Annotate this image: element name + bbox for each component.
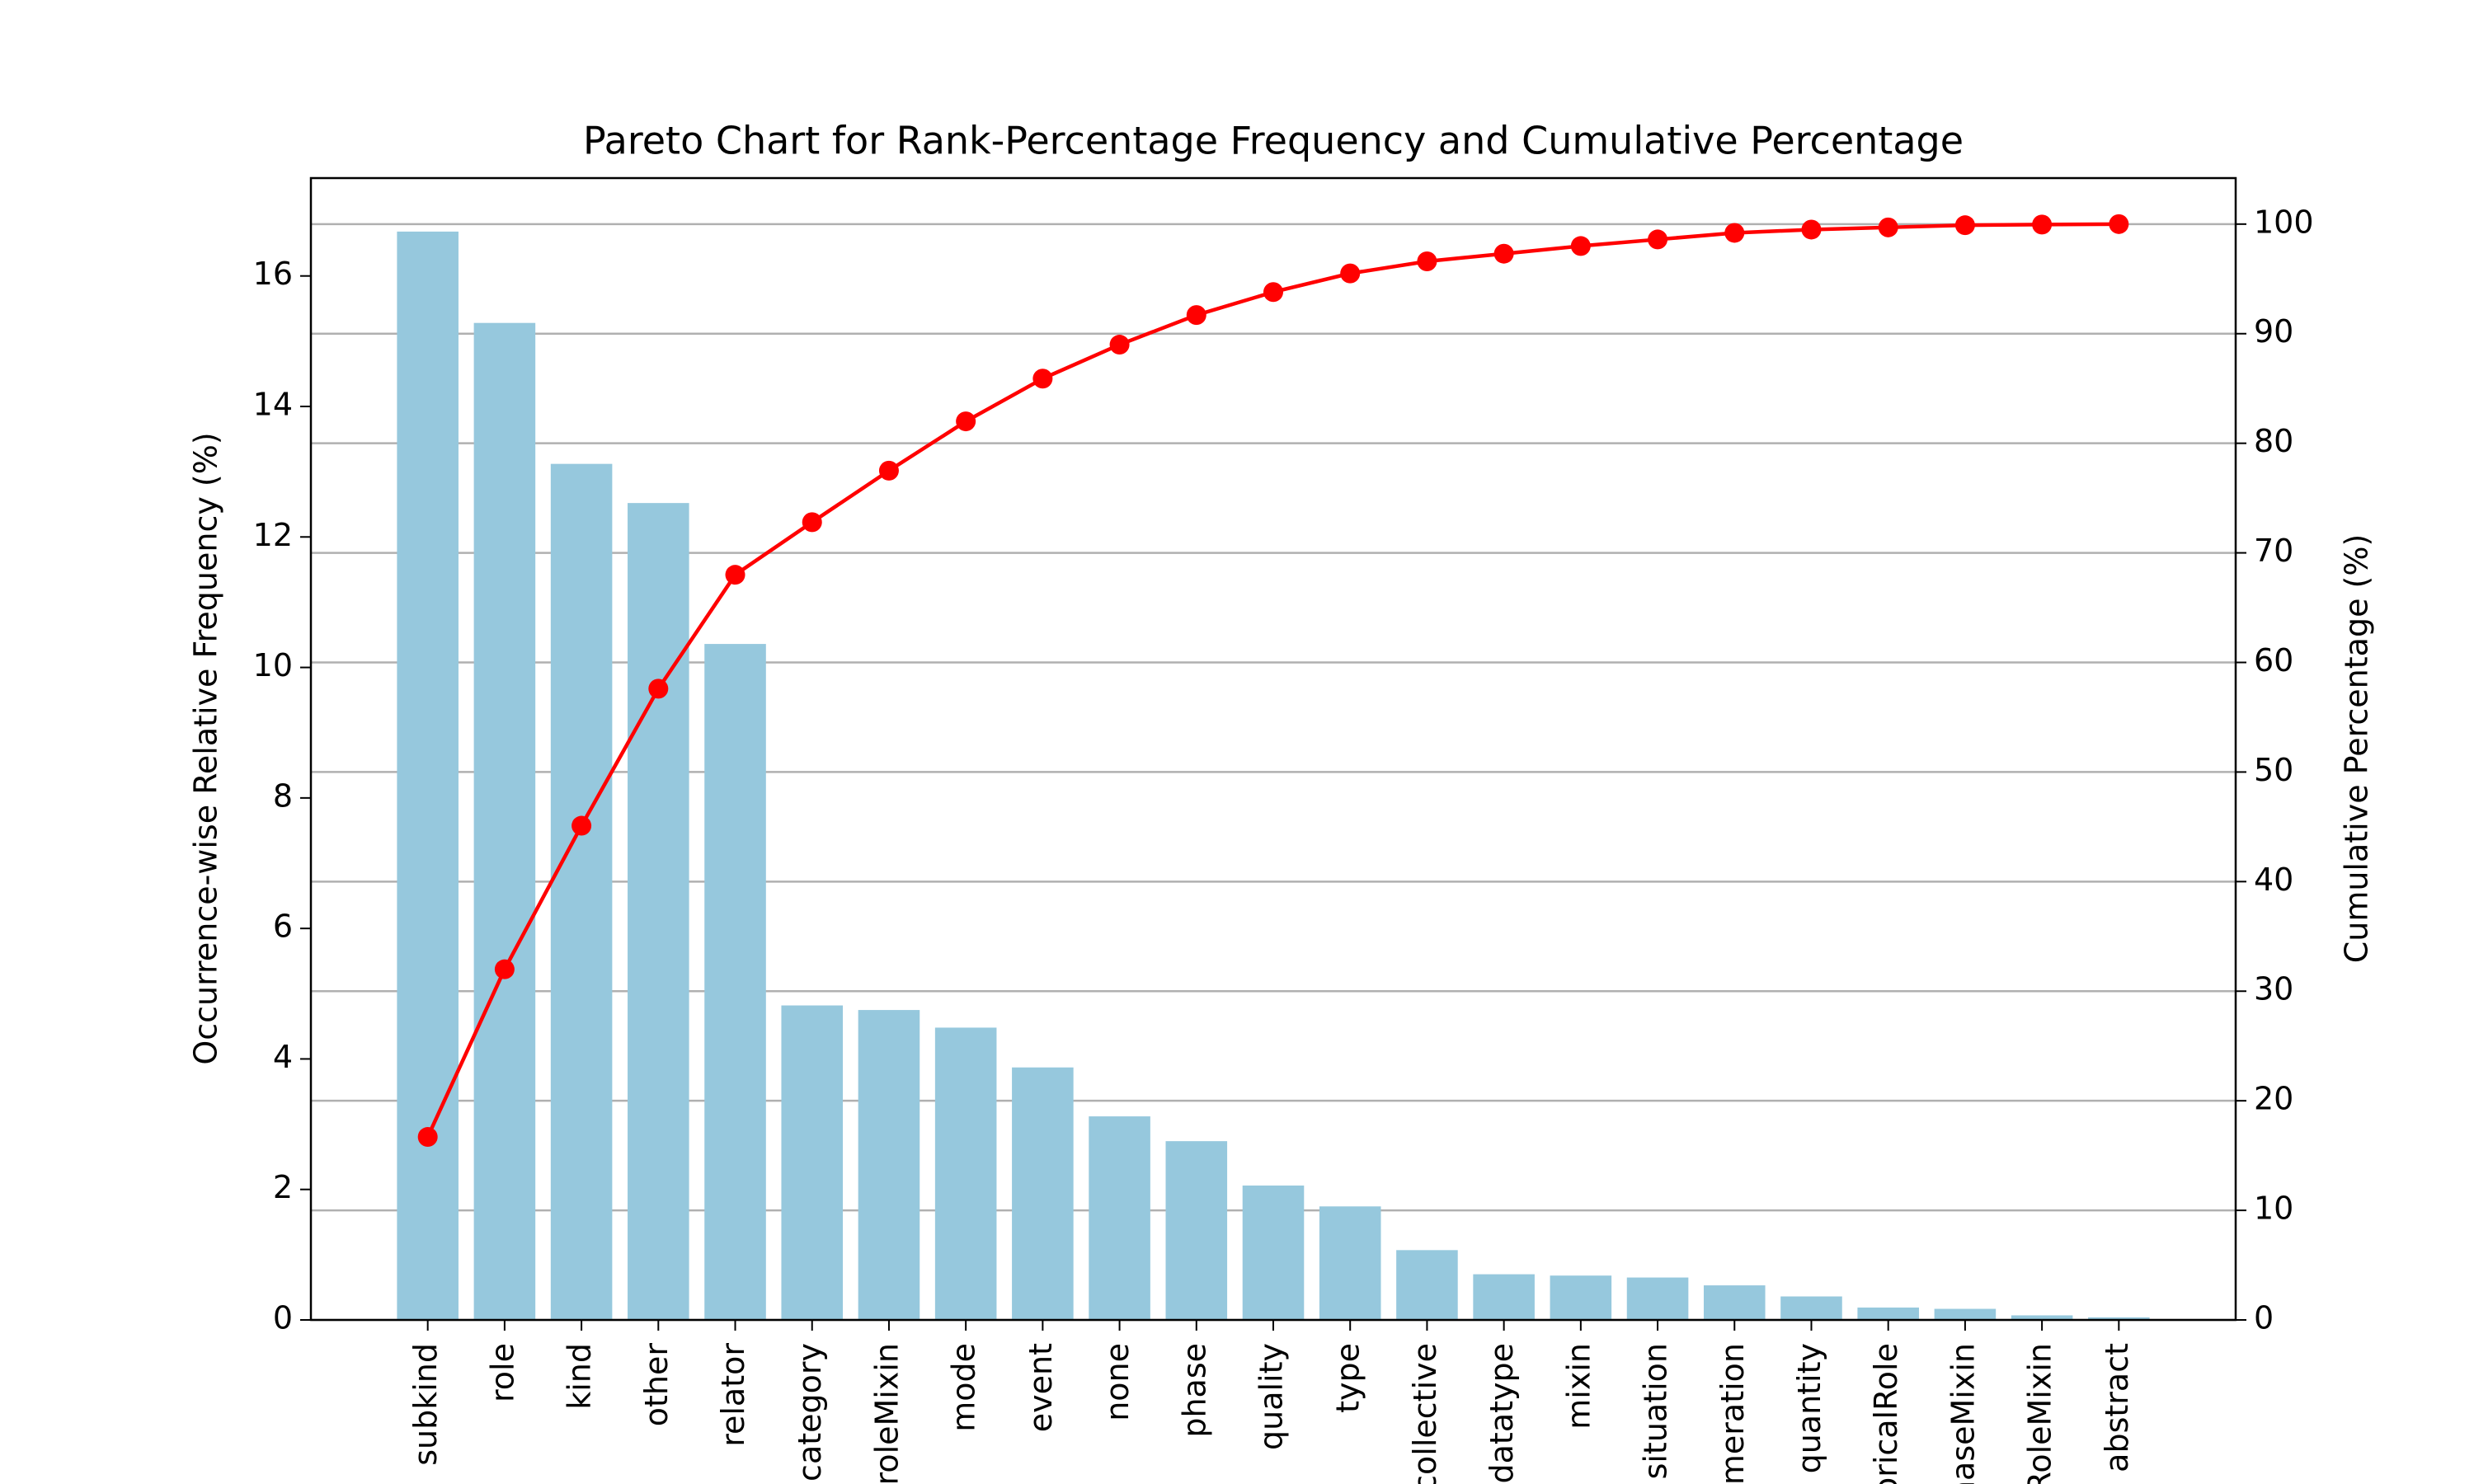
bar (934, 1027, 997, 1320)
bar (1780, 1296, 1842, 1320)
x-tick-label: relator (715, 1343, 751, 1447)
y-axis-label: Occurrence-wise Relative Frequency (%) (188, 432, 224, 1064)
x-tick-label: phaseMixin (1945, 1343, 1981, 1484)
cumulative-point (2109, 214, 2129, 234)
y2-tick-label: 20 (2254, 1081, 2293, 1117)
bar (781, 1005, 844, 1320)
x-tick-label: enumeration (1714, 1343, 1751, 1484)
x-tick-label: roleMixin (868, 1343, 905, 1484)
x-tick-label: datatype (1484, 1343, 1520, 1483)
y-tick-label: 10 (253, 647, 293, 683)
y2-tick-label: 50 (2254, 752, 2293, 788)
cumulative-point (725, 565, 745, 585)
x-tick-label: role (484, 1343, 520, 1402)
x-tick-label: kind (562, 1343, 598, 1410)
cumulative-point (1648, 229, 1668, 250)
bar (1934, 1308, 1997, 1320)
cumulative-point (1570, 236, 1591, 256)
x-tick-label: collective (1407, 1343, 1443, 1484)
bar (550, 463, 613, 1320)
x-tick-label: category (792, 1343, 828, 1482)
cumulative-point (1186, 305, 1206, 326)
bar (1626, 1277, 1689, 1320)
cumulative-point (494, 959, 515, 979)
y-tick-label: 6 (273, 909, 293, 945)
cumulative-point (1493, 243, 1514, 264)
y-tick-label: 14 (253, 387, 293, 423)
y2-tick-label: 90 (2254, 313, 2293, 350)
y2-tick-label: 10 (2254, 1190, 2293, 1227)
x-tick-label: mode (946, 1343, 982, 1432)
bar (397, 231, 459, 1320)
cumulative-point (571, 815, 592, 836)
bar (1703, 1285, 1766, 1320)
x-tick-label: historicalRoleMixin (2022, 1343, 2058, 1484)
cumulative-point (1032, 369, 1053, 389)
y2-tick-label: 100 (2254, 204, 2314, 240)
bar (2011, 1315, 2073, 1320)
y2-tick-label: 40 (2254, 862, 2293, 898)
bar (1242, 1185, 1305, 1320)
bar (704, 644, 766, 1320)
chart-title: Pareto Chart for Rank-Percentage Frequen… (583, 119, 1964, 163)
x-tick-label: phase (1176, 1343, 1212, 1438)
y-tick-label: 2 (273, 1169, 293, 1205)
bar (1012, 1067, 1074, 1320)
x-tick-label: none (1099, 1343, 1136, 1421)
cumulative-point (648, 679, 669, 699)
bar (473, 322, 536, 1320)
cumulative-point (1263, 282, 1283, 303)
x-tick-label: situation (1638, 1343, 1674, 1479)
cumulative-point (417, 1127, 438, 1148)
y-tick-label: 8 (273, 777, 293, 814)
cumulative-point (956, 411, 976, 432)
cumulative-point (1340, 263, 1361, 284)
y2-tick-label: 80 (2254, 423, 2293, 459)
bar (1857, 1307, 1919, 1320)
y-tick-label: 12 (253, 517, 293, 553)
cumulative-point (802, 512, 822, 533)
cumulative-point (1109, 335, 1130, 355)
bar (1396, 1250, 1458, 1320)
bar (1089, 1116, 1150, 1320)
x-tick-label: other (638, 1343, 675, 1427)
bar (1473, 1274, 1535, 1320)
cumulative-point (1801, 219, 1822, 240)
x-tick-label: mixin (1560, 1343, 1597, 1430)
y-tick-label: 16 (253, 256, 293, 292)
y-tick-label: 4 (273, 1039, 293, 1075)
y2-axis-label: Cumulative Percentage (%) (2339, 534, 2375, 964)
bar (1319, 1206, 1381, 1320)
bar (1165, 1141, 1228, 1320)
bar (858, 1010, 920, 1320)
y2-tick-label: 70 (2254, 533, 2293, 569)
cumulative-point (1724, 223, 1745, 243)
y2-tick-label: 60 (2254, 642, 2293, 679)
x-tick-label: type (1330, 1343, 1366, 1413)
x-tick-label: quality (1253, 1343, 1290, 1450)
y2-tick-label: 30 (2254, 971, 2293, 1007)
cumulative-point (2032, 214, 2053, 235)
x-tick-label: historicalRole (1868, 1343, 1904, 1484)
cumulative-point (1954, 215, 1975, 236)
x-tick-label: abstract (2099, 1343, 2135, 1472)
cumulative-point (878, 460, 899, 481)
x-tick-label: event (1023, 1343, 1059, 1432)
bar (1550, 1275, 1612, 1320)
x-tick-label: subkind (407, 1343, 444, 1466)
cumulative-point (1417, 251, 1437, 272)
y-tick-label: 0 (273, 1300, 293, 1336)
x-tick-label: quantity (1791, 1343, 1827, 1473)
y2-tick-label: 0 (2254, 1300, 2274, 1336)
bar (628, 503, 689, 1320)
plot-frame (309, 176, 2237, 1322)
bar (2088, 1317, 2150, 1320)
cumulative-point (1878, 217, 1898, 237)
